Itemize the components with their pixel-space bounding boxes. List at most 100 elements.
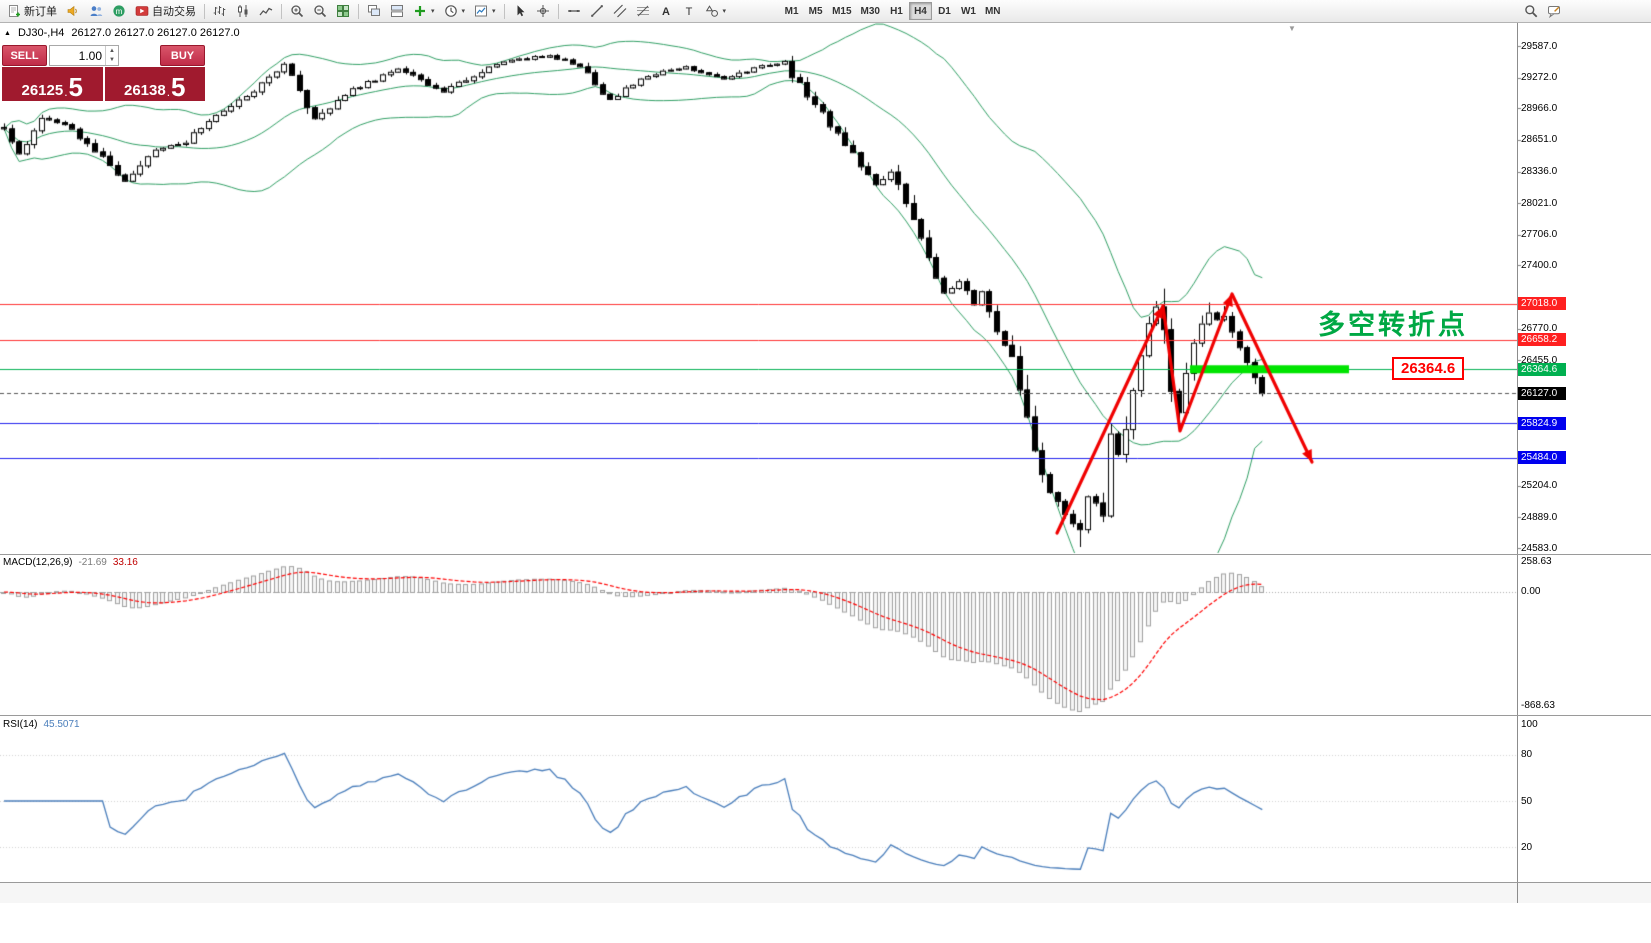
macd-name: MACD(12,26,9) [3, 557, 73, 568]
price-axis-label: 27400.0 [1521, 259, 1558, 271]
cascade-windows-button[interactable] [363, 1, 385, 21]
crosshair-button[interactable] [532, 1, 554, 21]
periods-button[interactable]: ▾ [440, 1, 470, 21]
price-level-tag: 25484.0 [1518, 451, 1566, 465]
price-level-tag: 26127.0 [1518, 386, 1566, 400]
toolbar-separator [204, 3, 205, 19]
contacts-icon [89, 4, 103, 18]
macd-panel-separator[interactable] [0, 554, 1651, 555]
fibonacci-button[interactable] [632, 1, 654, 21]
volume-up-icon[interactable]: ▲ [109, 47, 115, 54]
candlestick-icon [236, 4, 250, 18]
volume-spin-buttons[interactable]: ▲ ▼ [105, 46, 118, 65]
dropdown-caret-icon: ▾ [461, 8, 466, 15]
sell-button[interactable]: SELL [2, 45, 47, 66]
trade-panel-prices: 26125 . 5 26138 . 5 [2, 67, 205, 101]
one-click-trading-panel: SELL 1.00 ▲ ▼ BUY 26125 . 5 26138 . 5 [2, 45, 205, 101]
indicators-icon [413, 4, 427, 18]
text-icon: A [659, 4, 673, 18]
cursor-button[interactable] [509, 1, 531, 21]
timeframe-m1-button[interactable]: M1 [780, 2, 803, 20]
rsi-panel-separator[interactable] [0, 715, 1651, 716]
search-icon [1524, 4, 1538, 18]
sell-price-panel[interactable]: 26125 . 5 [2, 67, 103, 101]
timeframe-mn-button[interactable]: MN [981, 2, 1005, 20]
toolbar-separator [358, 3, 359, 19]
alerts-button[interactable] [62, 1, 84, 21]
label-button[interactable]: T [678, 1, 700, 21]
time-axis[interactable]: 8 Jan 202030 Jan 00:0031 Jan 08:003 Feb … [0, 883, 1651, 903]
rsi-axis-label: 100 [1521, 718, 1538, 730]
candlestick-button[interactable] [232, 1, 254, 21]
autotrading-button[interactable]: 自动交易 [131, 1, 200, 21]
arrange-windows-button[interactable] [386, 1, 408, 21]
indicators-button[interactable]: ▾ [409, 1, 439, 21]
horizontal-line-button[interactable] [563, 1, 585, 21]
toolbar-separator [503, 3, 505, 19]
new-order-icon [7, 4, 21, 18]
macd-axis-label: 258.63 [1521, 556, 1552, 567]
price-axis-label: 28336.0 [1521, 166, 1558, 177]
zoom-in-icon [290, 4, 304, 18]
bar-chart-button[interactable] [209, 1, 231, 21]
text-button[interactable]: A [655, 1, 677, 21]
price-axis-label: 24583.0 [1521, 542, 1558, 554]
price-axis-label: 26770.0 [1521, 323, 1558, 335]
volume-value[interactable]: 1.00 [78, 48, 102, 63]
bar-chart-icon [213, 4, 227, 18]
svg-text:T: T [685, 6, 692, 18]
buy-price-panel[interactable]: 26138 . 5 [104, 67, 205, 102]
buy-button[interactable]: BUY [160, 45, 205, 66]
rsi-indicator-label: RSI(14) 45.5071 [3, 719, 80, 730]
autotrading-icon [135, 4, 149, 18]
contacts-button[interactable] [85, 1, 107, 21]
timeframe-h1-button[interactable]: H1 [885, 2, 908, 20]
templates-button[interactable]: ▾ [470, 1, 500, 21]
zoom-out-icon [313, 4, 327, 18]
ohlc-values: 26127.0 26127.0 26127.0 26127.0 [71, 27, 240, 39]
price-axis-label: 28021.0 [1521, 197, 1558, 209]
community-button[interactable]: m [108, 1, 130, 21]
timeframe-h4-button[interactable]: H4 [908, 2, 932, 20]
cursor-icon [513, 4, 527, 18]
dropdown-caret-icon: ▾ [431, 8, 435, 15]
timeframe-w1-button[interactable]: W1 [957, 2, 980, 20]
arrange-icon [390, 4, 404, 18]
sell-price-fraction: 5 [68, 71, 84, 102]
price-axis-label: 29587.0 [1521, 40, 1558, 52]
toolbar-separator [557, 3, 559, 19]
volume-stepper[interactable]: 1.00 ▲ ▼ [49, 45, 119, 66]
channel-button[interactable] [609, 1, 631, 21]
feedback-icon [1547, 4, 1561, 18]
timeframe-m5-button[interactable]: M5 [804, 2, 827, 20]
timeframe-m15-button[interactable]: M15 [828, 2, 855, 20]
price-level-tag: 26364.6 [1518, 362, 1566, 376]
timeframe-m30-button[interactable]: M30 [857, 2, 884, 20]
search-button[interactable] [1520, 1, 1542, 21]
price-axis-label: 28651.0 [1521, 134, 1558, 146]
timeframe-d1-button[interactable]: D1 [933, 2, 956, 20]
rsi-axis-label: 50 [1521, 795, 1533, 807]
line-chart-button[interactable] [255, 1, 277, 21]
label-icon: T [682, 4, 696, 18]
shapes-button[interactable]: ▾ [701, 1, 731, 21]
cascade-icon [367, 4, 381, 18]
tile-windows-button[interactable] [332, 1, 354, 21]
zoom-in-button[interactable] [286, 1, 308, 21]
trade-panel-toggle-icon[interactable]: ▲ [4, 29, 11, 37]
volume-down-icon[interactable]: ▼ [109, 57, 115, 64]
price-level-tag: 25824.9 [1518, 416, 1566, 430]
zoom-out-button[interactable] [309, 1, 331, 21]
rsi-name: RSI(14) [3, 719, 38, 730]
buy-price-fraction: 5 [171, 71, 186, 102]
price-tag-annotation: 26364.6 [1392, 357, 1465, 380]
crosshair-icon [536, 4, 550, 18]
feedback-button[interactable] [1543, 1, 1565, 21]
trade-panel-controls: SELL 1.00 ▲ ▼ BUY [2, 45, 205, 66]
trendline-button[interactable] [586, 1, 608, 21]
macd-axis-label: 0.00 [1521, 586, 1541, 597]
rsi-axis-label: 20 [1521, 841, 1533, 853]
new-order-button[interactable]: 新订单 [3, 1, 61, 21]
rsi-value: 45.5071 [43, 719, 80, 730]
